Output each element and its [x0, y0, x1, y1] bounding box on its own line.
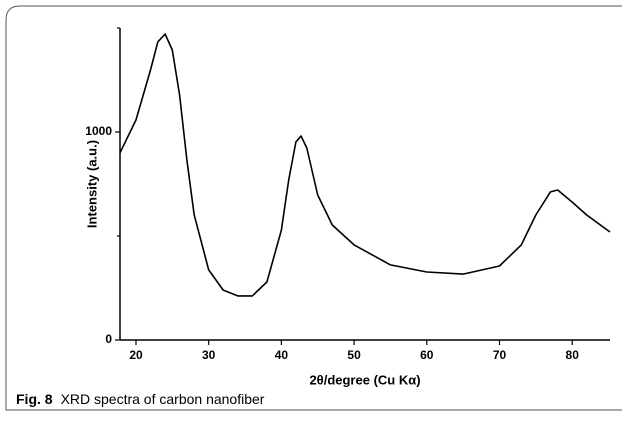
frame — [5, 5, 622, 411]
xrd-curve — [119, 33, 611, 297]
x-tick-label: 40 — [275, 348, 289, 362]
caption: Fig. 8 XRD spectra of carbon nanofiber — [16, 391, 265, 407]
y-tick-label: 0 — [105, 332, 112, 346]
x-tick-label: 70 — [493, 348, 507, 362]
y-axis-label: Intensity (a.u.) — [84, 140, 99, 228]
x-tick-label: 60 — [420, 348, 434, 362]
x-tick-label: 30 — [202, 348, 216, 362]
caption-label: Fig. 8 — [16, 391, 53, 407]
x-tick-label: 80 — [566, 348, 580, 362]
x-tick-label: 20 — [129, 348, 143, 362]
y-tick-label: 1000 — [85, 124, 112, 138]
x-tick-label: 50 — [347, 348, 361, 362]
x-axis-label: 2θ/degree (Cu Kα) — [309, 372, 420, 387]
caption-text: XRD spectra of carbon nanofiber — [61, 391, 265, 407]
